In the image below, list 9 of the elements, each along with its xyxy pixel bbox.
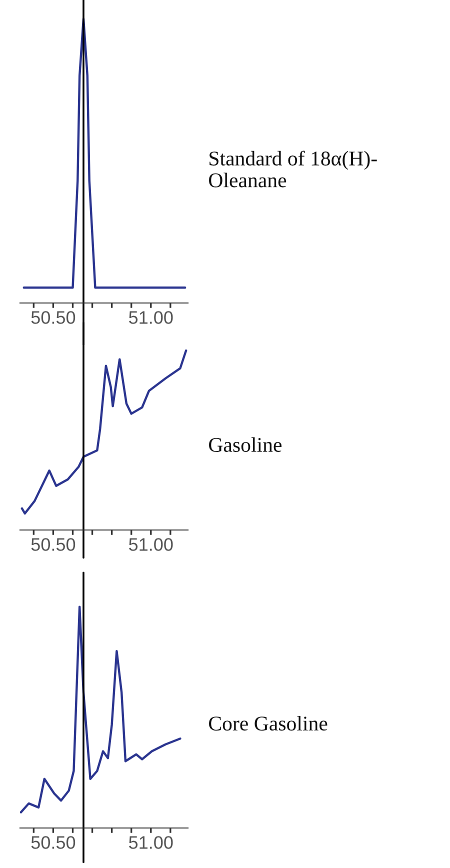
x-tick-label: 51.00 (129, 836, 173, 849)
text: Standard of 18α(H)- Oleanane (209, 150, 377, 188)
x-tick-label: 50.50 (31, 311, 76, 324)
x-tick-label: 51.00 (129, 311, 173, 324)
text: Gasoline (209, 437, 282, 452)
x-tick-label: 51.00 (129, 538, 173, 551)
x-tick-label: 50.50 (31, 538, 76, 551)
text: Core Gasoline (209, 716, 328, 731)
x-tick-label: 50.50 (31, 836, 76, 849)
